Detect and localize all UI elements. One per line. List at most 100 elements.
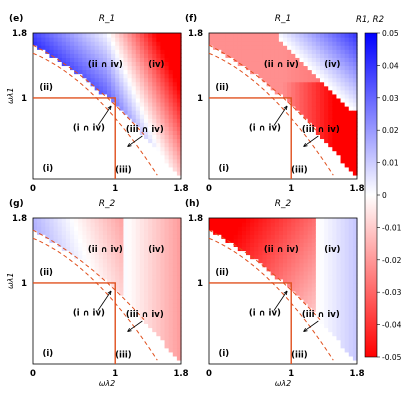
- heatmap-cell: [233, 291, 239, 296]
- heatmap-cell: [303, 110, 309, 115]
- heatmap-cell: [57, 61, 63, 67]
- heatmap-cell: [61, 81, 67, 87]
- heatmap-cell: [78, 130, 83, 135]
- heatmap-cell: [262, 57, 268, 62]
- heatmap-cell: [209, 110, 214, 115]
- heatmap-cell: [61, 126, 67, 131]
- heatmap-cell: [258, 299, 264, 304]
- heatmap-cell: [283, 315, 288, 320]
- heatmap-cell: [274, 254, 280, 260]
- heatmap-cell: [266, 65, 272, 71]
- heatmap-cell: [98, 158, 104, 164]
- heatmap-cell: [283, 138, 288, 144]
- heatmap-cell: [172, 291, 178, 296]
- heatmap-cell: [287, 122, 292, 127]
- heatmap-cell: [209, 303, 214, 308]
- heatmap-cell: [94, 170, 100, 176]
- heatmap-cell: [86, 138, 92, 144]
- heatmap-cell: [209, 335, 214, 341]
- heatmap-cell: [53, 61, 59, 67]
- heatmap-cell: [217, 327, 222, 333]
- heatmap-cell: [299, 97, 305, 103]
- heatmap-cell: [287, 286, 292, 292]
- heatmap-cell: [41, 146, 46, 152]
- heatmap-cell: [160, 41, 166, 46]
- heatmap-cell: [111, 359, 116, 365]
- heatmap-cell: [291, 222, 296, 227]
- heatmap-cell: [70, 254, 75, 260]
- heatmap-cell: [131, 222, 137, 227]
- heatmap-cell: [164, 327, 170, 333]
- heatmap-cell: [274, 234, 280, 239]
- heatmap-cell: [65, 130, 71, 135]
- heatmap-cell: [127, 126, 133, 131]
- heatmap-cell: [111, 130, 116, 135]
- heatmap-cell: [233, 262, 239, 268]
- heatmap-cell: [90, 162, 96, 168]
- heatmap-cell: [168, 77, 174, 83]
- heatmap-cell: [254, 323, 259, 329]
- heatmap-cell: [90, 174, 96, 180]
- heatmap-cell: [37, 355, 42, 361]
- heatmap-cell: [156, 53, 162, 58]
- heatmap-cell: [274, 347, 280, 353]
- heatmap-cell: [152, 266, 157, 272]
- heatmap-cell: [119, 174, 125, 180]
- heatmap-cell: [94, 359, 100, 365]
- heatmap-cell: [90, 61, 96, 67]
- heatmap-cell: [86, 335, 92, 341]
- heatmap-cell: [307, 351, 313, 357]
- heatmap-cell: [144, 270, 149, 276]
- heatmap-cell: [94, 101, 100, 107]
- heatmap-cell: [241, 262, 247, 268]
- heatmap-cell: [209, 118, 214, 123]
- heatmap-cell: [303, 146, 309, 152]
- heatmap-cell: [70, 315, 75, 320]
- heatmap-cell: [221, 250, 227, 256]
- heatmap-cell: [217, 53, 222, 58]
- heatmap-cell: [53, 286, 59, 292]
- heatmap-cell: [233, 315, 239, 320]
- heatmap-cell: [45, 33, 51, 38]
- heatmap-cell: [344, 97, 350, 103]
- heatmap-cell: [144, 77, 149, 83]
- heatmap-cell: [127, 246, 133, 252]
- heatmap-cell: [57, 282, 63, 288]
- heatmap-cell: [315, 110, 321, 115]
- heatmap-cell: [324, 274, 329, 280]
- heatmap-cell: [53, 343, 59, 349]
- heatmap-cell: [127, 274, 133, 280]
- heatmap-cell: [328, 166, 333, 172]
- heatmap-cell: [336, 122, 342, 127]
- heatmap-cell: [144, 65, 149, 71]
- heatmap-cell: [295, 174, 301, 180]
- heatmap-cell: [266, 37, 272, 42]
- heatmap-cell: [98, 45, 104, 50]
- heatmap-cell: [320, 110, 325, 115]
- heatmap-cell: [139, 57, 145, 62]
- heatmap-cell: [278, 89, 284, 95]
- heatmap-cell: [278, 347, 284, 353]
- heatmap-cell: [70, 97, 75, 103]
- heatmap-cell: [225, 61, 231, 67]
- heatmap-cell: [70, 299, 75, 304]
- heatmap-cell: [45, 150, 51, 156]
- heatmap-cell: [270, 278, 276, 284]
- heatmap-cell: [152, 33, 157, 38]
- heatmap-cell: [225, 158, 231, 164]
- heatmap-cell: [254, 331, 259, 337]
- heatmap-cell: [152, 81, 157, 87]
- heatmap-cell: [315, 69, 321, 75]
- heatmap-cell: [164, 101, 170, 107]
- heatmap-cell: [221, 158, 227, 164]
- heatmap-cell: [303, 218, 309, 223]
- heatmap-cell: [98, 154, 104, 160]
- heatmap-cell: [332, 138, 338, 144]
- heatmap-cell: [213, 218, 218, 223]
- heatmap-cell: [315, 114, 321, 119]
- heatmap-cell: [233, 150, 239, 156]
- heatmap-cell: [246, 315, 251, 320]
- heatmap-cell: [152, 150, 157, 156]
- heatmap-cell: [352, 154, 358, 160]
- heatmap-cell: [172, 315, 178, 320]
